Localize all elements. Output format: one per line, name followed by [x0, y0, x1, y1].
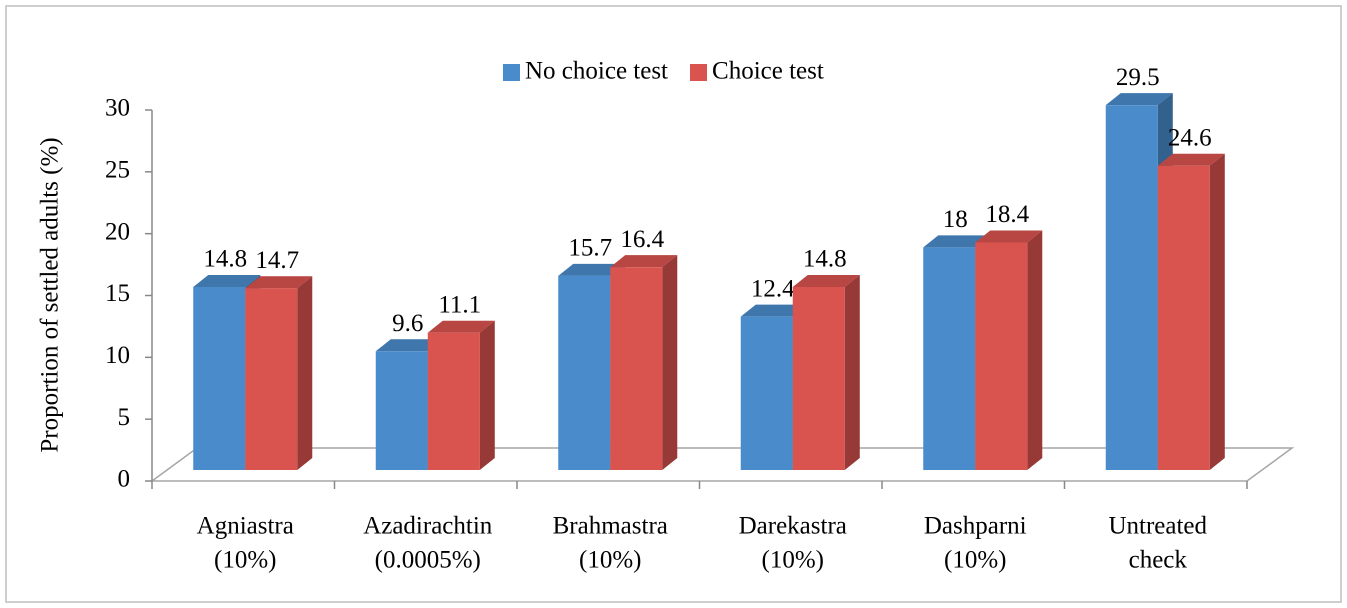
bar-top-shade — [427, 320, 495, 333]
legend-label: Choice test — [712, 58, 824, 85]
bar-side-shade — [1027, 230, 1043, 470]
x-tick-label: Untreated — [1108, 513, 1207, 540]
y-axis-label: Proportion of settled adults (%) — [37, 137, 64, 452]
bar-side-shade — [662, 255, 678, 470]
bar — [1105, 105, 1158, 470]
value-label: 11.1 — [438, 291, 481, 318]
bar-top-shade — [375, 339, 443, 352]
value-label: 18 — [943, 206, 968, 233]
x-tick-label: Darekastra — [739, 513, 847, 540]
value-label: 24.6 — [1168, 125, 1212, 152]
bar-top — [740, 304, 808, 317]
bar-side — [479, 320, 495, 470]
bar-top — [427, 320, 495, 333]
value-label: 14.7 — [255, 247, 299, 274]
bar-top-shade — [245, 276, 313, 289]
value-label: 18.4 — [985, 201, 1029, 228]
x-tick-label: check — [1129, 547, 1188, 574]
value-label: 16.4 — [620, 226, 664, 253]
bar-top — [792, 274, 860, 287]
bar-top-shade — [558, 263, 626, 276]
value-label: 9.6 — [392, 310, 423, 337]
bar-side-shade — [479, 320, 495, 470]
bar-top — [975, 230, 1043, 243]
bar-top — [375, 339, 443, 352]
bar-top-shade — [1105, 93, 1173, 106]
bar-top-shade — [923, 235, 991, 248]
bar-side-shade — [1209, 153, 1225, 470]
bar-top — [610, 255, 678, 268]
bar-top-shade — [975, 230, 1043, 243]
bar-side — [662, 255, 678, 470]
bar-side-shade — [297, 276, 313, 470]
legend-swatch — [503, 64, 520, 81]
x-tick-label: Brahmastra — [553, 513, 668, 540]
bar — [375, 351, 428, 470]
bar-top-shade — [193, 274, 261, 287]
bar-top — [193, 274, 261, 287]
value-label: 14.8 — [803, 246, 847, 273]
bar-side — [1027, 230, 1043, 470]
bar-side — [844, 274, 860, 470]
y-tick-label: 20 — [105, 218, 130, 245]
bar-side — [1209, 153, 1225, 470]
x-tick-label: Dashparni — [924, 513, 1027, 540]
bar — [558, 275, 611, 470]
bar-top — [1157, 153, 1225, 166]
x-tick-label: (10%) — [579, 547, 641, 574]
x-tick-label: Azadirachtin — [363, 513, 493, 540]
bar-top — [558, 263, 626, 276]
bar-top-shade — [792, 274, 860, 287]
x-tick-label: (10%) — [214, 547, 276, 574]
x-tick-label: (0.0005%) — [375, 547, 481, 574]
bar — [792, 286, 845, 470]
y-tick-label: 30 — [105, 95, 130, 122]
bar — [923, 247, 976, 470]
bar-top — [1105, 93, 1173, 106]
bar — [975, 242, 1028, 470]
y-tick-label: 10 — [105, 342, 130, 369]
bar-side — [297, 276, 313, 470]
bar — [610, 267, 663, 470]
bar-top — [923, 235, 991, 248]
bar — [245, 288, 298, 470]
bar-top-shade — [1157, 153, 1225, 166]
bar-top-shade — [610, 255, 678, 268]
value-label: 12.4 — [751, 275, 795, 302]
bar — [1157, 165, 1210, 470]
x-tick-label: Agniastra — [197, 513, 294, 540]
value-label: 29.5 — [1116, 64, 1160, 91]
y-tick-label: 5 — [118, 404, 131, 431]
bar — [427, 332, 480, 470]
value-label: 14.8 — [203, 246, 247, 273]
bar — [740, 316, 793, 470]
x-tick-label: (10%) — [944, 547, 1006, 574]
value-label: 15.7 — [568, 235, 612, 262]
bar — [193, 286, 246, 470]
y-tick-label: 0 — [118, 466, 131, 493]
legend-label: No choice test — [525, 58, 668, 85]
y-tick-label: 15 — [105, 280, 130, 307]
bar-side-shade — [844, 274, 860, 470]
y-tick-label: 25 — [105, 157, 130, 184]
bar-top-shade — [740, 304, 808, 317]
x-tick-label: (10%) — [762, 547, 824, 574]
bar-top — [245, 276, 313, 289]
legend-swatch — [690, 64, 708, 81]
